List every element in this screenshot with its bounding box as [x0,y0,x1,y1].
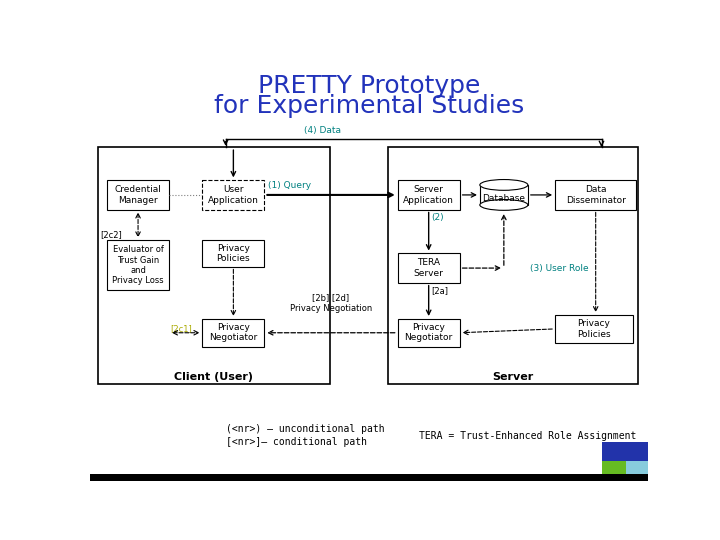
Text: Credential
Manager: Credential Manager [114,185,161,205]
Text: Evaluator of
Trust Gain
and
Privacy Loss: Evaluator of Trust Gain and Privacy Loss [112,245,164,286]
Bar [601,461,626,481]
Bar [107,180,169,210]
Bar [397,319,459,347]
Bar [601,442,648,464]
Text: Server
Application: Server Application [403,185,454,205]
Text: Database: Database [482,194,526,203]
Bar [202,240,264,267]
Text: [<nr>]– conditional path: [<nr>]– conditional path [225,437,366,447]
Text: PRETTY Prototype: PRETTY Prototype [258,74,480,98]
Bar [626,461,648,481]
Bar [202,319,264,347]
Text: for Experimental Studies: for Experimental Studies [214,94,524,118]
Bar [388,147,638,384]
Text: TERA
Server: TERA Server [414,258,444,278]
Bar [90,475,648,481]
Text: Client (User): Client (User) [174,372,253,382]
Text: (<nr>) – unconditional path: (<nr>) – unconditional path [225,424,384,434]
Text: [2c2]: [2c2] [100,230,122,239]
Ellipse shape [480,200,528,211]
Text: Privacy
Policies: Privacy Policies [217,244,250,263]
Text: (3) User Role: (3) User Role [530,264,589,273]
Text: Data
Disseminator: Data Disseminator [566,185,626,205]
Text: Privacy
Negotiator: Privacy Negotiator [405,323,453,342]
Bar [555,180,636,210]
Text: [2b] [2d]
Privacy Negotiation: [2b] [2d] Privacy Negotiation [290,293,372,313]
Text: TERA = Trust-Enhanced Role Assignment: TERA = Trust-Enhanced Role Assignment [419,431,636,441]
Text: (1) Query: (1) Query [269,181,311,190]
Text: User
Application: User Application [208,185,258,205]
Bar [480,185,528,205]
Text: (2): (2) [431,213,444,222]
Text: Privacy
Policies: Privacy Policies [577,319,611,339]
Bar [98,147,330,384]
Ellipse shape [480,179,528,190]
Bar [107,240,169,291]
Bar [555,315,632,343]
Text: Privacy
Negotiator: Privacy Negotiator [210,323,258,342]
Bar [202,180,264,210]
Bar [397,253,459,283]
Text: (4) Data: (4) Data [304,126,341,135]
Text: [2a]: [2a] [431,287,448,295]
Text: [2c1]: [2c1] [171,323,192,333]
Text: Server: Server [492,372,534,382]
Bar [397,180,459,210]
